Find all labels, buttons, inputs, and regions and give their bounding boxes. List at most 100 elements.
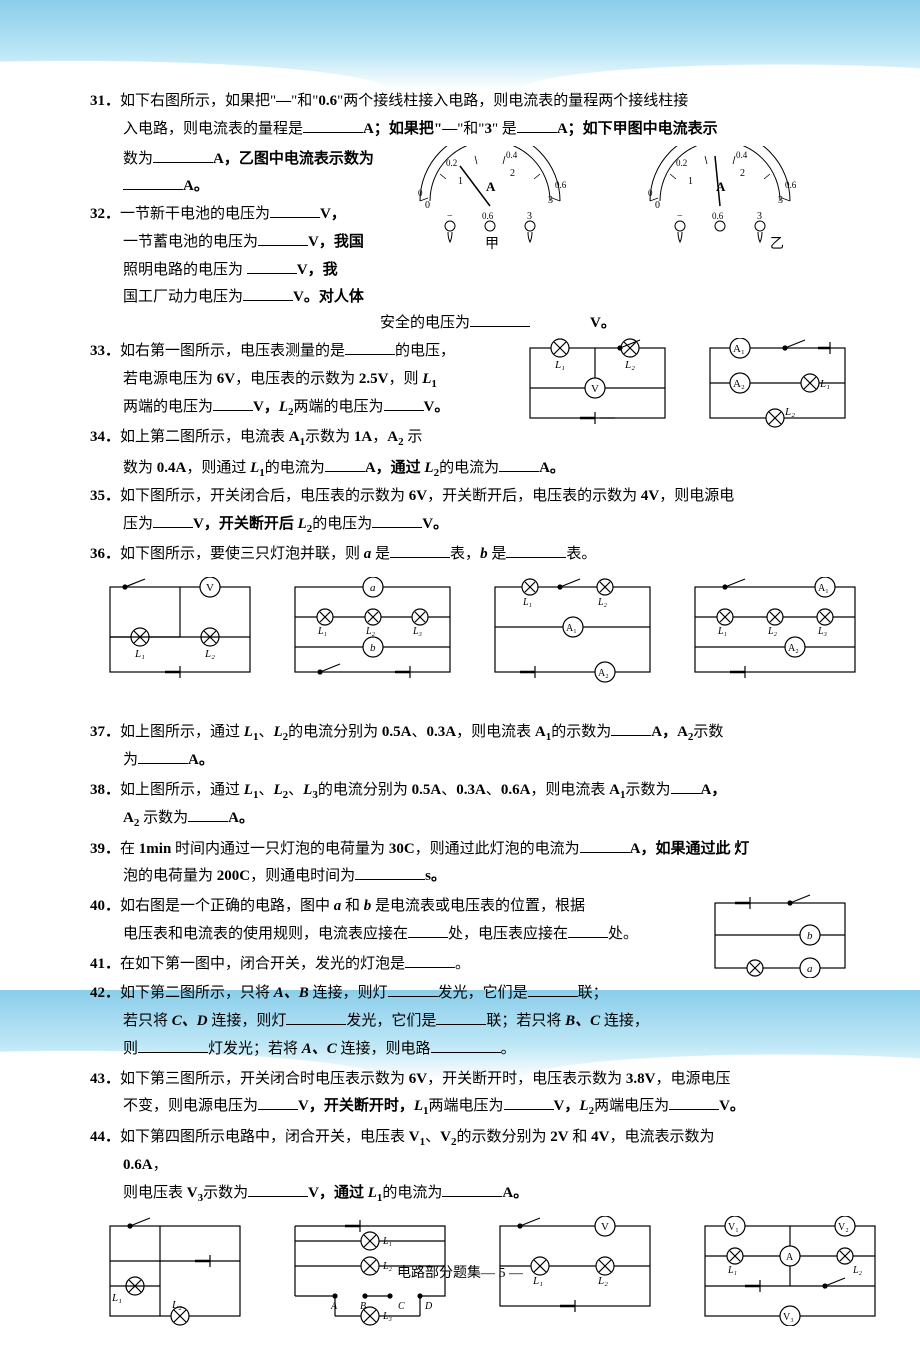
- question-34: 34．如上第二图所示，电流表 A1示数为 1A，A2 示: [90, 424, 500, 452]
- circuit-q36-fig: a b L₁ L₂ L₃: [285, 577, 460, 687]
- svg-text:3: 3: [527, 211, 532, 222]
- svg-text:V₁: V₁: [728, 1222, 739, 1233]
- svg-text:L₂: L₂: [171, 1299, 182, 1311]
- svg-text:乙: 乙: [770, 236, 784, 252]
- blank: [669, 1095, 719, 1110]
- blank: [243, 286, 293, 301]
- svg-text:0.6: 0.6: [555, 180, 567, 190]
- svg-text:L₁: L₁: [382, 1236, 392, 1247]
- q31-number: 31．: [90, 93, 120, 109]
- svg-text:A₂: A₂: [788, 643, 799, 654]
- svg-text:0.2: 0.2: [676, 158, 687, 168]
- svg-text:A₁: A₁: [566, 623, 577, 634]
- question-36: 36．如下图所示，要使三只灯泡并联，则 a 是表，b 是表。: [90, 541, 855, 569]
- q33-q34-block: L₁ L₂ V A₁A₂ L₁ L₂ 33．如右第一图所示，电压表测量的是的电压…: [90, 338, 855, 455]
- svg-text:L₁: L₁: [134, 648, 145, 660]
- circuit-q42-fig: L₁ L₂ L₃ A B C D: [285, 1216, 455, 1326]
- circuit-q34: A₁A₂ L₁ L₂: [700, 338, 855, 433]
- circuit-q43-fig: V L₁ L₂: [490, 1216, 660, 1316]
- svg-text:b: b: [370, 642, 376, 654]
- circuit-q40: b a: [705, 893, 855, 978]
- svg-text:0.6: 0.6: [712, 211, 724, 221]
- blank: [258, 1095, 298, 1110]
- svg-text:L₃: L₃: [382, 1311, 393, 1322]
- svg-text:0: 0: [418, 188, 423, 198]
- blank: [499, 457, 539, 472]
- svg-text:0.4: 0.4: [736, 150, 748, 160]
- svg-text:A: A: [486, 179, 496, 194]
- blank: [568, 923, 608, 938]
- blank: [247, 259, 297, 274]
- svg-text:0.2: 0.2: [446, 158, 457, 168]
- question-44: 44．如下第四图所示电路中，闭合开关，电压表 V1、V2的示数分别为 2V 和 …: [90, 1124, 855, 1208]
- blank: [611, 721, 651, 736]
- blank: [504, 1095, 554, 1110]
- circuit-q44-fig: V₁V₂ A L₁ L₂ V₃: [695, 1216, 885, 1326]
- blank: [470, 312, 530, 327]
- blank: [248, 1182, 308, 1197]
- svg-text:0: 0: [648, 188, 653, 198]
- circuit-q33: L₁ L₂ V: [520, 338, 675, 433]
- svg-text:3: 3: [548, 195, 553, 206]
- question-42: 42．如下第二图所示，只将 A、B 连接，则灯发光，它们是联； 若只将 C、D …: [90, 980, 855, 1063]
- svg-text:b: b: [807, 930, 813, 942]
- svg-text:0.6: 0.6: [482, 211, 494, 221]
- svg-text:L₁: L₁: [111, 1292, 122, 1304]
- blank: [405, 953, 455, 968]
- svg-text:L₁: L₁: [317, 626, 327, 637]
- blank: [258, 231, 308, 246]
- svg-text:−: −: [447, 211, 453, 222]
- blank: [213, 396, 253, 411]
- circuit-q37-fig: L₁ L₂ A₁ A₂: [485, 577, 660, 687]
- svg-text:3: 3: [778, 195, 783, 206]
- question-43: 43．如下第三图所示，开关闭合时电压表示数为 6V，开关断开时，电压表示数为 3…: [90, 1066, 855, 1122]
- blank: [345, 340, 395, 355]
- svg-text:L₃: L₃: [817, 626, 828, 637]
- blank: [270, 203, 320, 218]
- svg-text:V₃: V₃: [783, 1312, 794, 1323]
- svg-text:2: 2: [510, 168, 515, 179]
- svg-text:A₂: A₂: [733, 378, 745, 390]
- blank: [188, 807, 228, 822]
- svg-text:L₂: L₂: [597, 1275, 608, 1287]
- svg-text:L₂: L₂: [852, 1265, 863, 1276]
- blank: [388, 982, 438, 997]
- blank: [303, 118, 363, 133]
- question-31: 31．如下右图所示，如果把"—"和"0.6"两个接线柱接入电路，则电流表的量程两…: [90, 88, 855, 144]
- svg-text:V: V: [591, 383, 599, 395]
- blank: [286, 1010, 346, 1025]
- svg-text:L₁: L₁: [532, 1275, 543, 1287]
- svg-text:0.6: 0.6: [785, 180, 797, 190]
- svg-text:L₁: L₁: [522, 597, 532, 608]
- blank: [390, 543, 450, 558]
- q31-q32-block: 数为A，乙图中电流表示数为 A。 32．一节新干电池的电压为V， 一节蓄电池的电…: [90, 146, 855, 315]
- q40-block: b a 40．如右图是一个正确的电路，图中 a 和 b 是电流表或电压表的位置，…: [90, 893, 855, 980]
- question-32: 32．一节新干电池的电压为V， 一节蓄电池的电压为V，我国 照明电路的电压为 V…: [90, 201, 380, 312]
- question-38: 38．如上图所示，通过 L1、L2、L3的电流分别为 0.5A、0.3A、0.6…: [90, 777, 855, 834]
- ammeter-figures: 00.2 0.40.6 01 23 A − 0.6 3 甲 00.2 0: [390, 146, 855, 256]
- svg-text:L₁: L₁: [727, 1265, 737, 1276]
- svg-text:L₂: L₂: [204, 648, 215, 660]
- circuits-row-2: L₁ L₂ L₁ L₂ L₃ A B C D: [90, 1216, 855, 1326]
- blank: [517, 118, 557, 133]
- blank: [355, 865, 425, 880]
- document-content: 31．如下右图所示，如果把"—"和"0.6"两个接线柱接入电路，则电流表的量程两…: [0, 0, 920, 1366]
- svg-text:D: D: [424, 1301, 433, 1312]
- svg-text:2: 2: [740, 168, 745, 179]
- svg-text:0: 0: [425, 200, 430, 211]
- question-33: 33．如右第一图所示，电压表测量的是的电压， 若电源电压为 6V，电压表的示数为…: [90, 338, 500, 422]
- svg-text:1: 1: [688, 176, 693, 187]
- svg-text:L₁: L₁: [717, 626, 727, 637]
- svg-text:V₂: V₂: [838, 1222, 849, 1233]
- svg-text:V: V: [206, 582, 214, 594]
- svg-text:V: V: [601, 1221, 609, 1233]
- question-39: 39．在 1min 时间内通过一只灯泡的电荷量为 30C，则通过此灯泡的电流为A…: [90, 836, 855, 892]
- svg-text:L₃: L₃: [412, 626, 423, 637]
- svg-text:A₁: A₁: [733, 343, 745, 355]
- blank: [372, 513, 422, 528]
- blank: [153, 513, 193, 528]
- blank: [506, 543, 566, 558]
- svg-text:L₂: L₂: [382, 1261, 393, 1272]
- blank: [384, 396, 424, 411]
- svg-text:B: B: [360, 1301, 366, 1312]
